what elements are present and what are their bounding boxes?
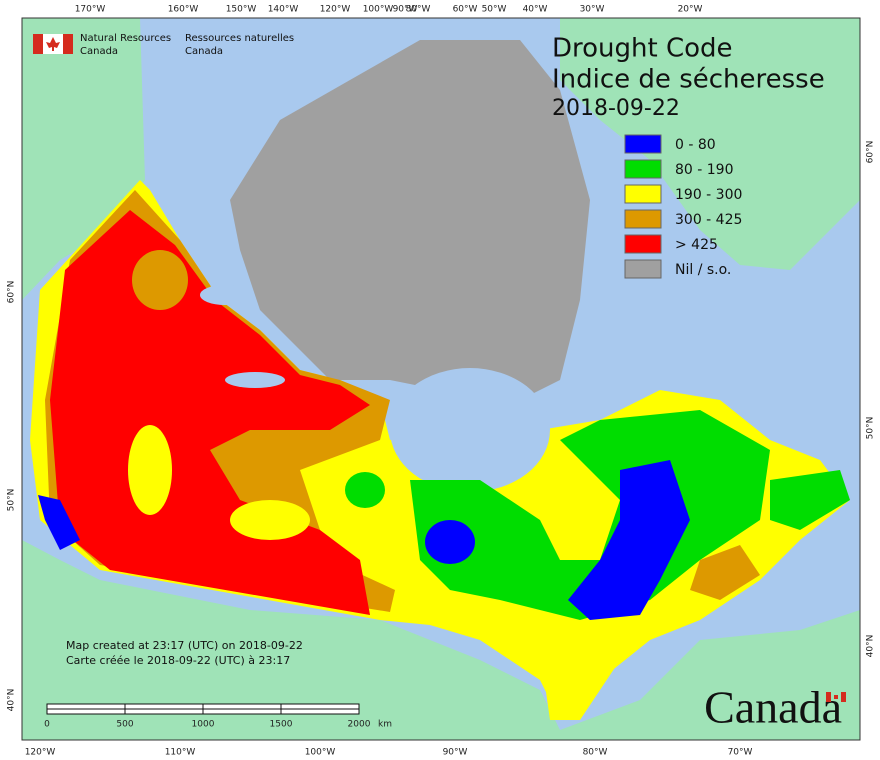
legend-swatch (624, 184, 662, 204)
hudson-bay (390, 368, 550, 492)
latitude-label: 60°N (866, 141, 876, 164)
scale-segment (124, 708, 204, 715)
longitude-label: 60°W (453, 5, 478, 15)
longitude-label: 140°W (268, 5, 299, 15)
scale-segment (280, 703, 360, 710)
scale-segment (202, 703, 282, 710)
legend-swatch (624, 234, 662, 254)
map-layers (22, 18, 860, 740)
latitude-label: 40°N (866, 635, 876, 658)
legend-swatch (624, 259, 662, 279)
longitude-label: 70°W (728, 748, 753, 758)
map-date: 2018-09-22 (552, 96, 680, 121)
scale-label: 1500 (270, 720, 293, 730)
longitude-label: 100°W (363, 5, 394, 15)
longitude-label: 80°W (583, 748, 608, 758)
longitude-label: 90°W (443, 748, 468, 758)
region-class (128, 425, 172, 515)
region-class (568, 460, 690, 620)
region-class (345, 472, 385, 508)
legend-swatch (624, 159, 662, 179)
greenland (560, 18, 860, 270)
alaska (22, 18, 145, 300)
flag-bar (33, 34, 43, 54)
map-frame (21, 17, 861, 741)
scale-label: 2000 (348, 720, 371, 730)
legend-label: Nil / s.o. (675, 262, 731, 278)
latitude-label: 50°N (866, 417, 876, 440)
lake (225, 372, 285, 388)
longitude-label: 170°W (75, 5, 106, 15)
lake (200, 285, 250, 305)
maple-leaf (834, 695, 838, 699)
logo-text: Canada (185, 46, 223, 57)
scale-segment (46, 703, 126, 710)
region-class (38, 495, 80, 550)
title: Indice de sécheresse (552, 65, 825, 95)
scale-label: 1000 (192, 720, 215, 730)
longitude-label: 160°W (168, 5, 199, 15)
longitude-label: 30°W (580, 5, 605, 15)
longitude-label: 110°W (165, 748, 196, 758)
map-note: Carte créée le 2018-09-22 (UTC) à 23:17 (66, 654, 290, 667)
region-class (690, 545, 760, 600)
region-class (770, 470, 850, 530)
logo-text: Natural Resources (80, 33, 171, 44)
latitude-label: 60°N (7, 281, 17, 304)
maple-leaf (46, 37, 60, 51)
flag-bar (841, 692, 846, 702)
region-class (132, 250, 188, 310)
longitude-label: 90°W (393, 5, 418, 15)
logo: Natural Resources Canada Ressources natu… (33, 33, 294, 57)
latitude-label: 40°N (7, 689, 17, 712)
latitude-label: 50°N (7, 489, 17, 512)
map-note: Map created at 23:17 (UTC) on 2018-09-22 (66, 639, 303, 652)
region-class (50, 210, 370, 615)
wordmark-flag (826, 692, 846, 702)
longitude-label: 150°W (226, 5, 257, 15)
region-class (230, 40, 590, 400)
legend-label: 0 - 80 (675, 137, 716, 153)
longitude-label: 100°W (305, 748, 336, 758)
longitude-label: 80°W (406, 5, 431, 15)
scale-segment (124, 703, 204, 710)
canada-wordmark: Canada (704, 682, 842, 733)
longitude-label: 120°W (25, 748, 56, 758)
longitude-label: 20°W (678, 5, 703, 15)
region-class (230, 500, 310, 540)
region-class (540, 640, 620, 720)
legend-label: 80 - 190 (675, 162, 734, 178)
logo-text: Ressources naturelles (185, 33, 294, 44)
legend-label: > 425 (675, 237, 718, 253)
legend-swatch (624, 209, 662, 229)
legend-label: 190 - 300 (675, 187, 742, 203)
scale-label: 500 (116, 720, 133, 730)
longitude-label: 50°W (482, 5, 507, 15)
legend-label: 300 - 425 (675, 212, 742, 228)
united-states (22, 540, 860, 740)
region-class (425, 520, 475, 564)
flag-bar (63, 34, 73, 54)
scale-unit: km (378, 720, 392, 730)
scale-segment (202, 708, 282, 715)
logo-text: Canada (80, 46, 118, 57)
scale-segment (280, 708, 360, 715)
title: Drought Code (552, 34, 733, 64)
longitude-label: 40°W (523, 5, 548, 15)
longitude-label: 120°W (320, 5, 351, 15)
scale-label: 0 (44, 720, 50, 730)
region-class (410, 410, 770, 620)
legend-swatch (624, 134, 662, 154)
scale-segment (46, 708, 126, 715)
flag-bar (826, 692, 831, 702)
